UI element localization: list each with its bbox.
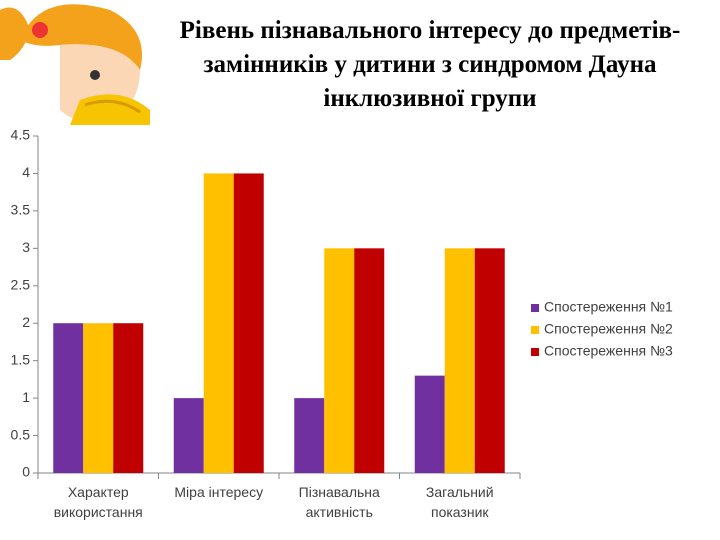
y-tick-label: 4.5 xyxy=(11,127,31,143)
bar xyxy=(53,323,84,473)
bar xyxy=(233,173,264,473)
bar xyxy=(414,375,445,473)
legend-label: Спостереження №3 xyxy=(544,343,673,359)
bar xyxy=(474,248,505,473)
x-tick-label: Міра інтересу xyxy=(174,484,264,500)
legend-label: Спостереження №2 xyxy=(544,321,673,337)
x-tick-label: Характер використання xyxy=(53,484,143,520)
y-tick-label: 2.5 xyxy=(11,276,31,292)
bar xyxy=(294,398,325,473)
y-tick-label: 0.5 xyxy=(11,426,31,442)
y-tick-label: 3 xyxy=(22,239,30,255)
y-tick-label: 4 xyxy=(22,164,30,180)
y-tick-label: 0 xyxy=(22,464,30,480)
legend-swatch xyxy=(531,348,539,356)
legend-swatch xyxy=(531,326,539,334)
x-tick-label: Пізнавальна активність xyxy=(298,484,380,520)
legend-swatch xyxy=(531,304,539,312)
y-tick-label: 1.5 xyxy=(11,351,31,367)
bar xyxy=(444,248,475,473)
bar xyxy=(83,323,114,473)
chart-title: Рівень пізнавального інтересу до предмет… xyxy=(179,17,681,112)
girl-illustration xyxy=(0,0,150,125)
y-tick-label: 3.5 xyxy=(11,202,31,218)
bar xyxy=(113,323,144,473)
bar xyxy=(173,398,204,473)
y-tick-label: 1 xyxy=(22,389,30,405)
bar xyxy=(324,248,355,473)
bar xyxy=(203,173,234,473)
x-tick-label: Загальний показник xyxy=(425,484,494,520)
bar xyxy=(354,248,385,473)
y-tick-label: 2 xyxy=(22,314,30,330)
legend-label: Спостереження №1 xyxy=(544,299,673,315)
